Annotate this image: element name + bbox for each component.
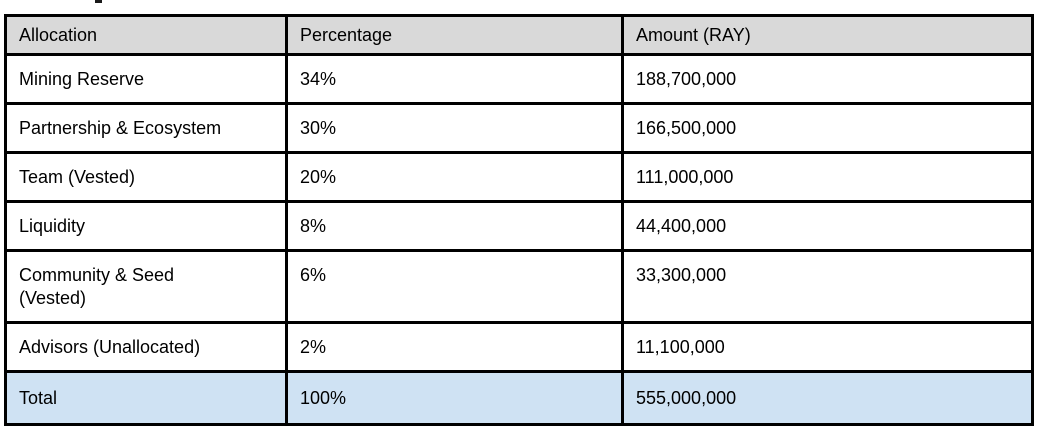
cell-amount: 166,500,000 [621,102,1034,154]
cell-allocation: Advisors (Unallocated) [4,321,288,373]
cell-allocation: Partnership & Ecosystem [4,102,288,154]
token-allocation-section: Allocation Percentage Amount (RAY) Minin… [4,14,1034,426]
cell-percentage: 2% [285,321,624,373]
token-allocation-table: Allocation Percentage Amount (RAY) Minin… [4,14,1034,426]
table-row: Partnership & Ecosystem 30% 166,500,000 [4,102,1034,154]
cell-amount: 44,400,000 [621,200,1034,252]
table-header-row: Allocation Percentage Amount (RAY) [4,14,1034,56]
table-row: Liquidity 8% 44,400,000 [4,200,1034,252]
cell-amount: 11,100,000 [621,321,1034,373]
table-row: Mining Reserve 34% 188,700,000 [4,53,1034,105]
cell-percentage: 8% [285,200,624,252]
column-header-allocation: Allocation [4,14,288,56]
cell-total-label: Total [4,370,288,426]
cell-amount: 111,000,000 [621,151,1034,203]
table-row: Team (Vested) 20% 111,000,000 [4,151,1034,203]
cell-allocation: Mining Reserve [4,53,288,105]
cell-percentage: 20% [285,151,624,203]
cell-amount: 188,700,000 [621,53,1034,105]
table-row: Advisors (Unallocated) 2% 11,100,000 [4,321,1034,373]
column-header-amount: Amount (RAY) [621,14,1034,56]
cell-allocation: Liquidity [4,200,288,252]
cell-percentage: 34% [285,53,624,105]
cell-total-amount: 555,000,000 [621,370,1034,426]
table-row: Community & Seed (Vested) 6% 33,300,000 [4,249,1034,324]
table-total-row: Total 100% 555,000,000 [4,370,1034,426]
cropped-text-descender [95,0,102,3]
cell-allocation: Team (Vested) [4,151,288,203]
cell-allocation: Community & Seed (Vested) [4,249,288,324]
cell-percentage: 6% [285,249,624,324]
cell-percentage: 30% [285,102,624,154]
column-header-percentage: Percentage [285,14,624,56]
cell-total-percentage: 100% [285,370,624,426]
cell-amount: 33,300,000 [621,249,1034,324]
